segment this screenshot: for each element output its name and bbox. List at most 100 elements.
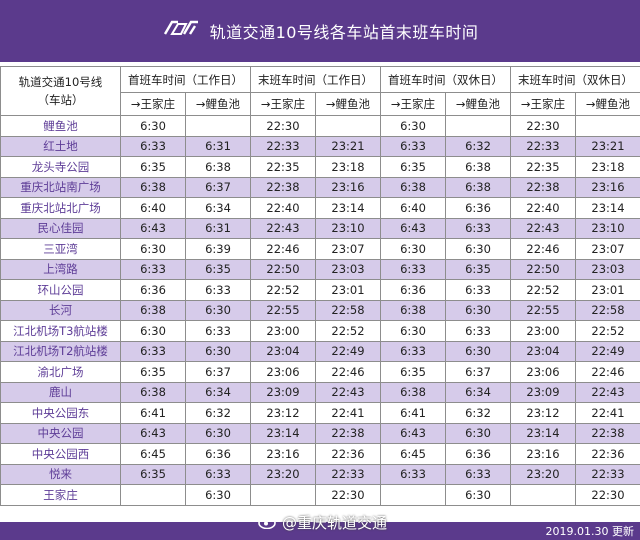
time-cell: 6:30 bbox=[185, 299, 251, 321]
time-cell: 22:43 bbox=[575, 381, 640, 403]
table-row: 重庆北站北广场 6:40 6:34 22:40 23:14 6:40 6:36 22:40 23… bbox=[0, 197, 640, 219]
time-cell: 6:33 bbox=[445, 320, 511, 342]
time-cell: 22:38 bbox=[250, 176, 316, 198]
time-cell: 6:35 bbox=[120, 156, 186, 178]
time-cell: 22:41 bbox=[315, 402, 381, 424]
time-cell: 22:30 bbox=[250, 115, 316, 137]
station-name: 重庆北站南广场 bbox=[0, 176, 121, 198]
time-cell: 22:43 bbox=[510, 217, 576, 239]
time-cell: 6:38 bbox=[445, 156, 511, 178]
time-cell: 6:38 bbox=[185, 156, 251, 178]
time-cell: 22:55 bbox=[510, 299, 576, 321]
time-cell: 22:33 bbox=[510, 135, 576, 157]
table-row: 王家庄 6:30 22:30 6:30 22:30 bbox=[0, 484, 640, 506]
time-cell: 22:30 bbox=[575, 484, 640, 506]
time-cell: 6:30 bbox=[445, 484, 511, 506]
time-cell: 6:31 bbox=[185, 135, 251, 157]
time-cell: 22:58 bbox=[315, 299, 381, 321]
title-banner: 轨道交通10号线各车站首末班车时间 bbox=[0, 0, 640, 62]
station-name: 龙头寺公园 bbox=[0, 156, 121, 178]
time-cell: 22:30 bbox=[315, 484, 381, 506]
time-cell: 23:14 bbox=[575, 197, 640, 219]
direction-header: →王家庄 bbox=[250, 92, 316, 116]
time-cell: 6:35 bbox=[185, 258, 251, 280]
time-cell: 6:32 bbox=[445, 402, 511, 424]
table-row: 民心佳园 6:43 6:31 22:43 23:10 6:43 6:33 22:43 23:10 bbox=[0, 217, 640, 239]
time-cell: 6:36 bbox=[380, 279, 446, 301]
time-cell: 22:49 bbox=[315, 340, 381, 362]
time-cell: 22:36 bbox=[575, 443, 640, 465]
time-cell: 23:04 bbox=[510, 340, 576, 362]
time-cell: 6:30 bbox=[185, 340, 251, 362]
time-cell: 6:33 bbox=[120, 258, 186, 280]
time-cell bbox=[315, 115, 381, 137]
line-name-header: 轨道交通10号线 （车站） bbox=[0, 66, 121, 116]
time-cell: 6:33 bbox=[120, 340, 186, 362]
time-cell: 6:33 bbox=[380, 135, 446, 157]
time-cell: 22:58 bbox=[575, 299, 640, 321]
time-cell: 23:16 bbox=[315, 176, 381, 198]
time-cell: 6:33 bbox=[380, 463, 446, 485]
schedule-table: 轨道交通10号线 （车站） 首班车时间（工作日） 末班车时间（工作日） 首班车时… bbox=[0, 66, 640, 506]
time-cell: 22:40 bbox=[250, 197, 316, 219]
time-cell: 6:38 bbox=[445, 176, 511, 198]
time-cell: 6:37 bbox=[185, 361, 251, 383]
station-name: 鲤鱼池 bbox=[0, 115, 121, 137]
time-cell: 6:38 bbox=[120, 381, 186, 403]
station-name: 江北机场T3航站楼 bbox=[0, 320, 121, 342]
station-name: 中央公园 bbox=[0, 422, 121, 444]
time-cell: 6:37 bbox=[185, 176, 251, 198]
time-cell: 6:43 bbox=[380, 422, 446, 444]
direction-header: →王家庄 bbox=[510, 92, 576, 116]
time-cell: 22:52 bbox=[510, 279, 576, 301]
watermark: @重庆轨道交通 bbox=[258, 512, 387, 533]
time-cell: 22:50 bbox=[510, 258, 576, 280]
time-cell: 6:43 bbox=[120, 217, 186, 239]
time-cell: 22:33 bbox=[250, 135, 316, 157]
time-cell: 22:41 bbox=[575, 402, 640, 424]
time-cell: 23:07 bbox=[315, 238, 381, 260]
table-row: 重庆北站南广场 6:38 6:37 22:38 23:16 6:38 6:38 22:38 23… bbox=[0, 176, 640, 198]
time-cell: 6:45 bbox=[120, 443, 186, 465]
table-row: 鹿山 6:38 6:34 23:09 22:43 6:38 6:34 23:09 22:43 bbox=[0, 381, 640, 403]
time-cell: 6:30 bbox=[445, 238, 511, 260]
line-name: 轨道交通10号线 bbox=[18, 75, 103, 89]
time-cell bbox=[185, 115, 251, 137]
time-cell: 23:00 bbox=[510, 320, 576, 342]
time-cell: 6:32 bbox=[185, 402, 251, 424]
table-row: 江北机场T2航站楼 6:33 6:30 23:04 22:49 6:33 6:30 23:04… bbox=[0, 340, 640, 362]
time-cell: 6:43 bbox=[380, 217, 446, 239]
time-cell: 23:14 bbox=[250, 422, 316, 444]
time-cell: 6:39 bbox=[185, 238, 251, 260]
station-name: 上湾路 bbox=[0, 258, 121, 280]
time-cell: 6:36 bbox=[445, 443, 511, 465]
station-name: 环山公园 bbox=[0, 279, 121, 301]
time-cell: 6:33 bbox=[185, 463, 251, 485]
table-row: 渝北广场 6:35 6:37 23:06 22:46 6:35 6:37 23:06 22:46 bbox=[0, 361, 640, 383]
time-cell: 23:03 bbox=[575, 258, 640, 280]
table-row: 江北机场T3航站楼 6:30 6:33 23:00 22:52 6:30 6:33 23:00… bbox=[0, 320, 640, 342]
time-cell: 22:46 bbox=[575, 361, 640, 383]
time-cell bbox=[510, 484, 576, 506]
time-cell: 6:32 bbox=[445, 135, 511, 157]
time-cell: 23:06 bbox=[250, 361, 316, 383]
time-cell: 22:38 bbox=[575, 422, 640, 444]
time-cell: 22:50 bbox=[250, 258, 316, 280]
time-cell: 23:04 bbox=[250, 340, 316, 362]
time-cell: 23:09 bbox=[510, 381, 576, 403]
time-cell: 6:34 bbox=[185, 197, 251, 219]
station-name: 民心佳园 bbox=[0, 217, 121, 239]
time-cell: 6:30 bbox=[380, 320, 446, 342]
time-cell: 22:55 bbox=[250, 299, 316, 321]
time-cell: 6:33 bbox=[445, 463, 511, 485]
time-cell: 6:30 bbox=[120, 115, 186, 137]
station-name: 王家庄 bbox=[0, 484, 121, 506]
time-cell: 6:33 bbox=[380, 258, 446, 280]
time-cell: 22:38 bbox=[510, 176, 576, 198]
time-cell: 23:00 bbox=[250, 320, 316, 342]
table-row: 悦来 6:35 6:33 23:20 22:33 6:33 6:33 23:20 22:33 bbox=[0, 463, 640, 485]
time-cell: 6:38 bbox=[120, 176, 186, 198]
time-cell: 6:35 bbox=[380, 361, 446, 383]
page-title: 轨道交通10号线各车站首末班车时间 bbox=[209, 23, 479, 42]
table-row: 长河 6:38 6:30 22:55 22:58 6:38 6:30 22:55 22:58 bbox=[0, 299, 640, 321]
